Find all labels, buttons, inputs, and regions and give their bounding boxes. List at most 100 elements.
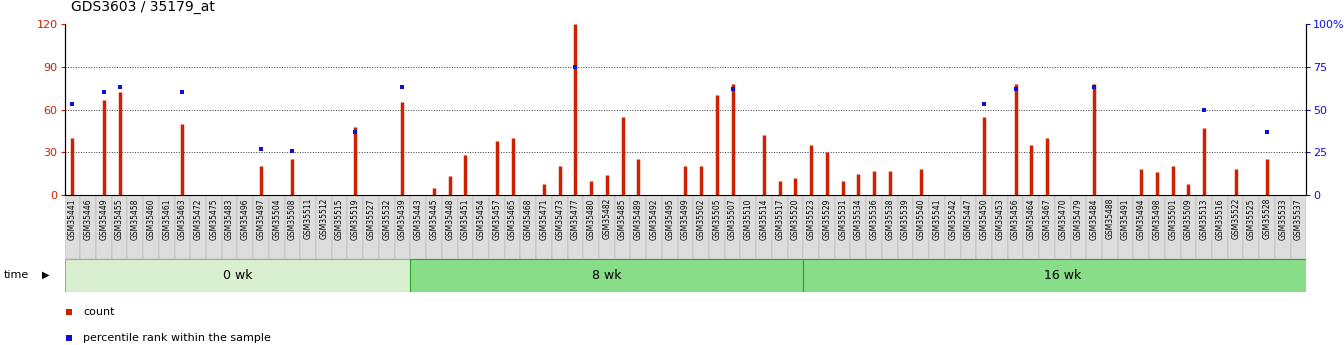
Bar bbox=[1275, 195, 1290, 259]
Text: GSM35498: GSM35498 bbox=[1153, 198, 1161, 240]
Bar bbox=[442, 195, 457, 259]
Bar bbox=[1180, 195, 1196, 259]
Text: GSM35467: GSM35467 bbox=[1043, 198, 1051, 240]
Text: GSM35494: GSM35494 bbox=[1137, 198, 1146, 240]
Text: GSM35497: GSM35497 bbox=[257, 198, 266, 240]
Bar bbox=[410, 259, 804, 292]
Bar bbox=[238, 195, 253, 259]
Text: GSM35445: GSM35445 bbox=[430, 198, 438, 240]
Text: GSM35509: GSM35509 bbox=[1184, 198, 1193, 240]
Bar bbox=[395, 195, 410, 259]
Bar bbox=[269, 195, 285, 259]
Text: GSM35456: GSM35456 bbox=[1011, 198, 1020, 240]
Bar bbox=[552, 195, 567, 259]
Text: GSM35458: GSM35458 bbox=[130, 198, 140, 240]
Text: GSM35468: GSM35468 bbox=[524, 198, 532, 240]
Text: GSM35464: GSM35464 bbox=[1027, 198, 1036, 240]
Bar bbox=[741, 195, 757, 259]
Text: GSM35488: GSM35488 bbox=[1105, 198, 1114, 239]
Bar bbox=[882, 195, 898, 259]
Bar bbox=[661, 195, 677, 259]
Text: GSM35525: GSM35525 bbox=[1247, 198, 1255, 240]
Bar bbox=[1055, 195, 1071, 259]
Bar bbox=[583, 195, 599, 259]
Text: GSM35512: GSM35512 bbox=[320, 198, 328, 239]
Text: GSM35492: GSM35492 bbox=[649, 198, 659, 240]
Text: GSM35451: GSM35451 bbox=[461, 198, 470, 240]
Bar bbox=[757, 195, 771, 259]
Bar bbox=[804, 195, 818, 259]
Text: GDS3603 / 35179_at: GDS3603 / 35179_at bbox=[71, 0, 215, 14]
Text: GSM35483: GSM35483 bbox=[224, 198, 234, 240]
Bar bbox=[520, 195, 536, 259]
Text: GSM35446: GSM35446 bbox=[83, 198, 93, 240]
Text: GSM35441: GSM35441 bbox=[67, 198, 77, 240]
Text: GSM35484: GSM35484 bbox=[1090, 198, 1098, 240]
Bar bbox=[1149, 195, 1165, 259]
Text: GSM35534: GSM35534 bbox=[853, 198, 863, 240]
Text: GSM35540: GSM35540 bbox=[917, 198, 926, 240]
Text: GSM35522: GSM35522 bbox=[1231, 198, 1241, 239]
Text: GSM35501: GSM35501 bbox=[1168, 198, 1177, 240]
Text: GSM35520: GSM35520 bbox=[792, 198, 800, 240]
Text: GSM35528: GSM35528 bbox=[1262, 198, 1271, 239]
Text: GSM35463: GSM35463 bbox=[177, 198, 187, 240]
Text: GSM35499: GSM35499 bbox=[681, 198, 689, 240]
Bar bbox=[489, 195, 504, 259]
Text: GSM35502: GSM35502 bbox=[696, 198, 706, 240]
Bar bbox=[300, 195, 316, 259]
Text: GSM35537: GSM35537 bbox=[1294, 198, 1304, 240]
Bar bbox=[410, 195, 426, 259]
Bar bbox=[332, 195, 348, 259]
Text: GSM35536: GSM35536 bbox=[870, 198, 879, 240]
Text: GSM35465: GSM35465 bbox=[508, 198, 517, 240]
Bar bbox=[646, 195, 661, 259]
Text: GSM35460: GSM35460 bbox=[146, 198, 156, 240]
Text: GSM35489: GSM35489 bbox=[634, 198, 642, 240]
Bar bbox=[835, 195, 851, 259]
Text: GSM35516: GSM35516 bbox=[1215, 198, 1224, 240]
Text: GSM35511: GSM35511 bbox=[304, 198, 313, 239]
Text: GSM35514: GSM35514 bbox=[759, 198, 769, 240]
Text: GSM35533: GSM35533 bbox=[1278, 198, 1288, 240]
Bar bbox=[1196, 195, 1212, 259]
Bar bbox=[253, 195, 269, 259]
Bar bbox=[976, 195, 992, 259]
Text: 8 wk: 8 wk bbox=[593, 269, 621, 282]
Text: GSM35496: GSM35496 bbox=[241, 198, 250, 240]
Text: GSM35485: GSM35485 bbox=[618, 198, 628, 240]
Text: GSM35482: GSM35482 bbox=[602, 198, 612, 239]
Bar bbox=[567, 195, 583, 259]
Text: ▶: ▶ bbox=[42, 270, 50, 280]
Bar bbox=[1212, 195, 1228, 259]
Text: GSM35455: GSM35455 bbox=[116, 198, 124, 240]
Bar bbox=[175, 195, 191, 259]
Bar bbox=[191, 195, 206, 259]
Bar bbox=[614, 195, 630, 259]
Bar bbox=[473, 195, 489, 259]
Bar bbox=[867, 195, 882, 259]
Text: 16 wk: 16 wk bbox=[1044, 269, 1082, 282]
Bar bbox=[112, 195, 128, 259]
Text: GSM35472: GSM35472 bbox=[194, 198, 203, 240]
Bar bbox=[961, 195, 976, 259]
Bar bbox=[992, 195, 1008, 259]
Bar bbox=[65, 259, 410, 292]
Text: GSM35527: GSM35527 bbox=[367, 198, 375, 240]
Bar bbox=[222, 195, 238, 259]
Bar bbox=[1086, 195, 1102, 259]
Bar bbox=[898, 195, 914, 259]
Text: GSM35450: GSM35450 bbox=[980, 198, 989, 240]
Bar bbox=[804, 259, 1322, 292]
Bar bbox=[724, 195, 741, 259]
Bar bbox=[65, 195, 81, 259]
Text: GSM35507: GSM35507 bbox=[728, 198, 737, 240]
Text: GSM35504: GSM35504 bbox=[273, 198, 281, 240]
Bar bbox=[1243, 195, 1259, 259]
Bar bbox=[914, 195, 929, 259]
Text: GSM35508: GSM35508 bbox=[288, 198, 297, 240]
Bar bbox=[710, 195, 724, 259]
Bar bbox=[316, 195, 332, 259]
Bar bbox=[1008, 195, 1023, 259]
Bar bbox=[1118, 195, 1133, 259]
